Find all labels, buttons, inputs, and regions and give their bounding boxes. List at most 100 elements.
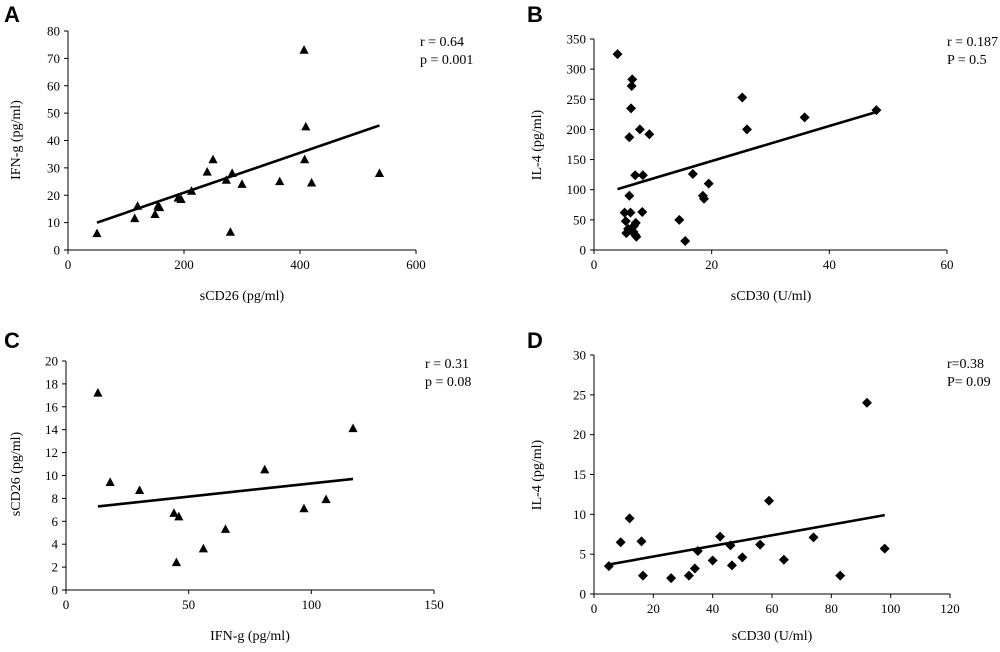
y-tick-label: 70 — [47, 51, 60, 66]
panel-d-letter: D — [527, 328, 543, 353]
y-tick-label: 0 — [580, 587, 587, 602]
data-point-diamond — [637, 170, 648, 181]
panel-c-xlabel: IFN-g (pg/ml) — [210, 629, 290, 644]
data-point-triangle — [301, 121, 311, 131]
data-point-triangle — [208, 154, 218, 164]
data-point-triangle — [220, 524, 231, 533]
panel-b-xlabel: sCD30 (U/ml) — [731, 289, 812, 304]
data-point-diamond — [666, 573, 677, 584]
data-point-triangle — [176, 194, 186, 203]
y-tick-label: 10 — [45, 468, 58, 483]
x-tick-label: 400 — [290, 257, 310, 272]
panel-b-letter: B — [527, 2, 543, 27]
x-tick-label: 0 — [591, 257, 598, 272]
data-point-diamond — [624, 190, 635, 201]
panel-a: A 0 200 400 600 0 10 20 30 40 50 60 70 80 sCD26 (pg/… — [4, 2, 473, 304]
data-point-triangle — [275, 176, 285, 186]
data-point-triangle — [92, 228, 102, 238]
data-point-triangle — [374, 168, 385, 177]
data-point-diamond — [692, 545, 703, 556]
data-point-diamond — [799, 112, 810, 123]
data-point-triangle — [202, 166, 212, 176]
data-point-triangle — [169, 508, 179, 517]
data-point-diamond — [778, 554, 789, 565]
y-tick-label: 150 — [567, 152, 587, 167]
data-point-triangle — [225, 227, 235, 236]
x-tick-label: 200 — [174, 257, 194, 272]
data-point-diamond — [707, 555, 718, 566]
data-point-diamond — [624, 132, 635, 143]
data-point-triangle — [299, 503, 309, 513]
y-tick-label: 0 — [52, 583, 59, 598]
trend-line — [608, 513, 885, 566]
y-tick-label: 200 — [567, 122, 587, 137]
x-tick-label: 100 — [302, 597, 322, 612]
data-point-diamond — [637, 570, 648, 581]
data-point-diamond — [699, 193, 710, 204]
panel-b-r-value: r = 0.187 — [947, 35, 998, 50]
data-point-diamond — [680, 235, 691, 246]
y-tick-label: 20 — [45, 354, 58, 369]
data-point-diamond — [683, 570, 694, 581]
y-tick-label: 30 — [573, 348, 586, 363]
y-tick-label: 10 — [47, 215, 60, 230]
x-tick-label: 60 — [941, 257, 954, 272]
data-point-triangle — [130, 213, 140, 223]
panel-b-plot: 0 20 40 60 0 50 100 150 200 250 300 350 — [567, 32, 954, 273]
data-point-diamond — [631, 231, 642, 242]
data-point-triangle — [237, 179, 247, 188]
y-tick-label: 50 — [47, 106, 60, 121]
data-point-diamond — [879, 543, 890, 554]
data-point-diamond — [620, 216, 631, 227]
y-tick-label: 4 — [52, 537, 59, 552]
panel-a-r-value: r = 0.64 — [420, 35, 464, 50]
data-point-diamond — [835, 570, 846, 581]
data-point-diamond — [630, 217, 641, 228]
y-tick-label: 0 — [54, 243, 61, 258]
y-tick-label: 250 — [567, 92, 587, 107]
panel-d-r-value: r=0.38 — [947, 357, 984, 372]
data-point-diamond — [737, 92, 748, 103]
data-point-diamond — [726, 560, 737, 571]
panel-c-letter: C — [4, 328, 20, 353]
y-tick-label: 20 — [47, 188, 60, 203]
data-point-diamond — [871, 105, 882, 116]
data-point-diamond — [627, 74, 638, 85]
data-point-triangle — [105, 477, 115, 486]
data-point-diamond — [615, 537, 626, 548]
data-point-diamond — [630, 170, 641, 181]
y-tick-label: 350 — [567, 32, 587, 47]
data-point-triangle — [260, 464, 270, 474]
data-point-triangle — [198, 543, 208, 553]
data-point-triangle — [93, 388, 103, 397]
panel-d-plot: 0 20 40 60 80 100 120 0 5 10 15 20 25 30 — [573, 348, 960, 617]
data-point-triangle — [155, 202, 165, 212]
panel-a-xlabel: sCD26 (pg/ml) — [200, 289, 285, 304]
y-tick-label: 12 — [45, 445, 58, 460]
data-point-diamond — [808, 532, 819, 543]
data-point-triangle — [221, 175, 231, 184]
x-tick-label: 60 — [766, 601, 779, 616]
y-tick-label: 50 — [573, 212, 586, 227]
panel-d-xlabel: sCD30 (U/ml) — [732, 629, 813, 644]
y-tick-label: 18 — [45, 376, 58, 391]
data-point-diamond — [626, 81, 637, 92]
data-point-diamond — [674, 214, 685, 225]
x-tick-label: 0 — [63, 597, 70, 612]
data-point-diamond — [764, 495, 775, 506]
y-tick-label: 6 — [52, 514, 59, 529]
y-tick-label: 16 — [45, 399, 59, 414]
panel-b-p-value: P = 0.5 — [947, 53, 987, 68]
data-point-triangle — [227, 168, 237, 177]
x-tick-label: 120 — [940, 601, 960, 616]
panel-c-r-value: r = 0.31 — [425, 357, 469, 372]
x-tick-label: 0 — [65, 257, 72, 272]
data-point-triangle — [174, 511, 184, 521]
x-tick-label: 50 — [182, 597, 195, 612]
data-point-diamond — [715, 531, 726, 542]
panel-a-p-value: p = 0.001 — [420, 53, 473, 68]
panel-d-p-value: P= 0.09 — [947, 375, 991, 390]
data-point-diamond — [644, 129, 655, 140]
data-point-triangle — [299, 45, 309, 54]
